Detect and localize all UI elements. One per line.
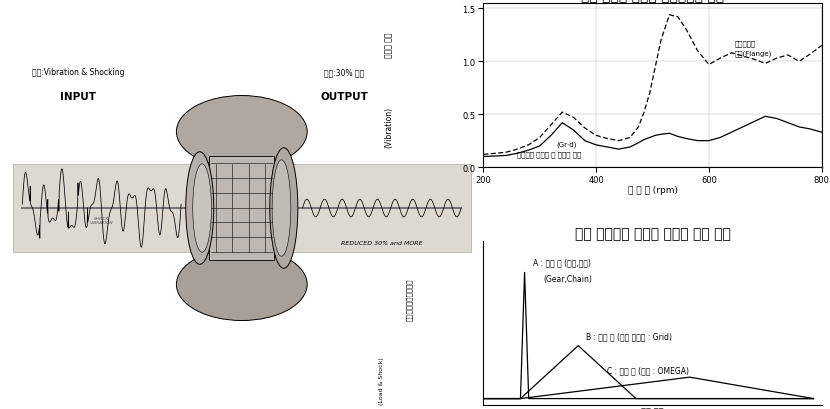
Bar (13, 164, 471, 253)
Ellipse shape (270, 148, 298, 269)
Text: (Gr·d): (Gr·d) (557, 141, 577, 148)
Text: 입력:Vibration & Shocking: 입력:Vibration & Shocking (32, 68, 124, 77)
Text: OUTPUT: OUTPUT (320, 91, 369, 101)
Text: (Vibration): (Vibration) (384, 106, 393, 147)
Title: 각종 커플링에 있어서 충격의 흡수 효과: 각종 커플링에 있어서 충격의 흡수 효과 (574, 226, 730, 240)
Text: REDUCED 30% and MORE: REDUCED 30% and MORE (341, 240, 422, 245)
Bar (209, 156, 275, 261)
Text: 파형금속 스프링 휠 이음의 경우: 파형금속 스프링 휠 이음의 경우 (517, 151, 581, 157)
Text: SHOCK: SHOCK (94, 216, 110, 220)
Ellipse shape (177, 96, 307, 169)
Ellipse shape (186, 153, 214, 265)
Text: A : 탄성 소 (기어,체인): A : 탄성 소 (기어,체인) (533, 258, 591, 267)
X-axis label: 회 전 수 (rpm): 회 전 수 (rpm) (627, 186, 677, 195)
Text: (Load & Shock): (Load & Shock) (379, 357, 384, 404)
Text: 진동하중충격흡수능력: 진동하중충격흡수능력 (406, 277, 413, 320)
Text: C : 탄성 대 (고무 : OMEGA): C : 탄성 대 (고무 : OMEGA) (607, 365, 689, 374)
Ellipse shape (272, 160, 290, 256)
Text: INPUT: INPUT (61, 91, 96, 101)
Text: 경우(Flange): 경우(Flange) (735, 50, 772, 57)
Text: (Gear,Chain): (Gear,Chain) (543, 274, 592, 283)
Text: VIBRATION: VIBRATION (90, 220, 114, 225)
Text: 출력:30% 감소: 출력:30% 감소 (325, 68, 364, 77)
Text: B : 탄성 중 (금속 스프링 : Grid): B : 탄성 중 (금속 스프링 : Grid) (587, 331, 672, 340)
X-axis label: 변위 또는: 변위 또는 (642, 406, 664, 409)
Title: 휠축 이음을 이용한 기계진동의 감소: 휠축 이음을 이용한 기계진동의 감소 (581, 0, 724, 3)
Ellipse shape (193, 164, 212, 253)
Ellipse shape (177, 249, 307, 321)
Text: 고정이음의: 고정이음의 (735, 40, 755, 47)
Text: 진동의 크기: 진동의 크기 (384, 32, 393, 58)
